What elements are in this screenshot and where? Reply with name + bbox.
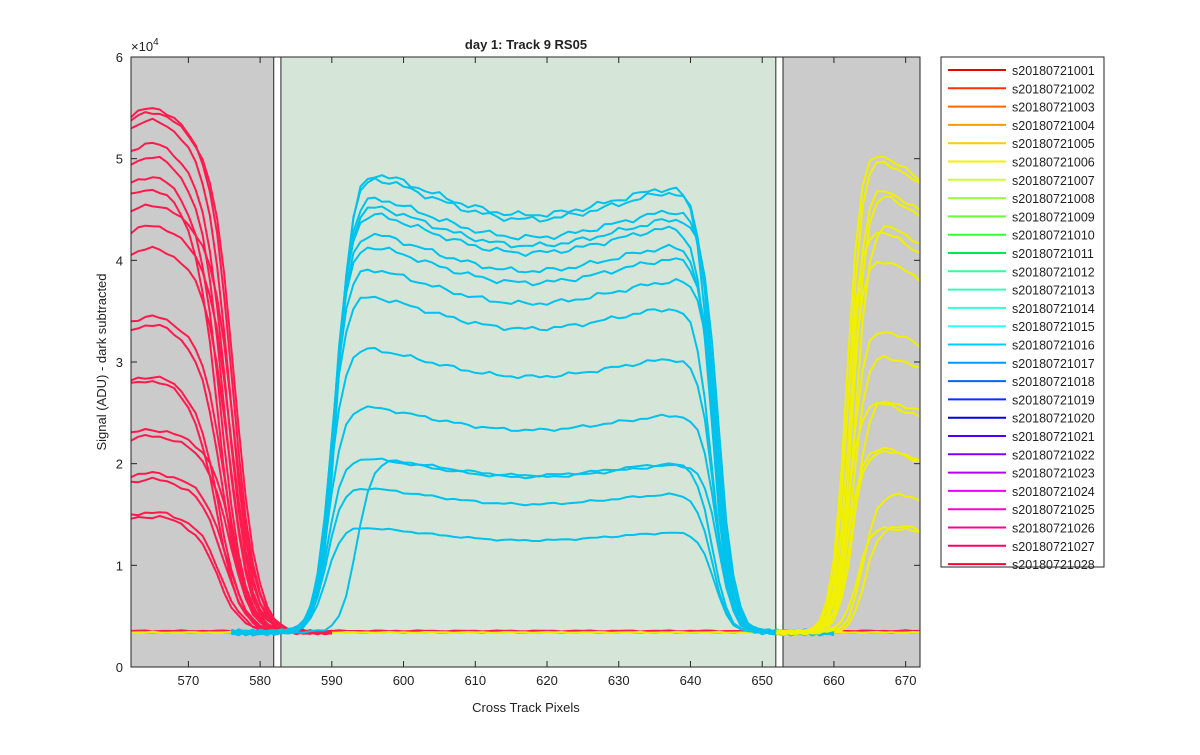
y-tick-label: 5 <box>116 152 123 167</box>
legend-label: s20180721025 <box>1012 503 1095 517</box>
legend-label: s20180721008 <box>1012 192 1095 206</box>
x-tick-label: 580 <box>249 673 271 688</box>
x-tick-label: 650 <box>751 673 773 688</box>
legend-label: s20180721017 <box>1012 357 1095 371</box>
legend-label: s20180721005 <box>1012 137 1095 151</box>
legend: s20180721001 s20180721002 s20180721003 s201… <box>940 56 1105 572</box>
y-tick-label: 0 <box>116 660 123 675</box>
legend-label: s20180721022 <box>1012 448 1095 462</box>
series-lines <box>130 107 921 637</box>
x-tick-label: 620 <box>536 673 558 688</box>
shaded-region-1 <box>280 56 777 668</box>
legend-label: s20180721007 <box>1012 174 1095 188</box>
x-tick-label: 630 <box>608 673 630 688</box>
legend-label: s20180721013 <box>1012 284 1095 298</box>
legend-label: s20180721026 <box>1012 522 1095 536</box>
chart-title: day 1: Track 9 RS05 <box>465 37 587 52</box>
legend-label: s20180721002 <box>1012 82 1095 96</box>
y-tick-label: 4 <box>116 253 123 268</box>
series-line-middle-13 <box>231 527 835 635</box>
x-tick-label: 610 <box>464 673 486 688</box>
y-axis-label: Signal (ADU) - dark subtracted <box>94 273 109 450</box>
legend-label: s20180721028 <box>1012 558 1095 572</box>
legend-label: s20180721004 <box>1012 119 1095 133</box>
legend-label: s20180721009 <box>1012 210 1095 224</box>
series-line-middle-extra <box>231 459 834 635</box>
series-line-right-10 <box>776 401 921 636</box>
y-tick-label: 2 <box>116 457 123 472</box>
x-tick-label: 600 <box>393 673 415 688</box>
legend-label: s20180721018 <box>1012 375 1095 389</box>
legend-label: s20180721015 <box>1012 320 1095 334</box>
legend-label: s20180721006 <box>1012 156 1095 170</box>
y-tick-label: 6 <box>116 50 123 65</box>
legend-label: s20180721019 <box>1012 393 1095 407</box>
y-tick-label: 3 <box>116 355 123 370</box>
legend-box <box>940 56 1105 568</box>
x-axis-ticks: 570 580 590 600 610 620 630 640 650 660 670 <box>178 57 917 688</box>
series-line-middle-11 <box>231 457 834 635</box>
legend-label: s20180721011 <box>1012 247 1094 261</box>
x-tick-label: 660 <box>823 673 845 688</box>
series-line-right-15 <box>776 526 921 636</box>
x-tick-label: 640 <box>680 673 702 688</box>
legend-label: s20180721027 <box>1012 540 1095 554</box>
y-axis-ticks: 0 1 2 3 4 5 6 <box>116 50 920 675</box>
y-exponent-power: 4 <box>153 37 159 48</box>
x-axis-label: Cross Track Pixels <box>472 700 580 715</box>
legend-label: s20180721016 <box>1012 339 1095 353</box>
legend-label: s20180721012 <box>1012 265 1095 279</box>
y-tick-label: 1 <box>116 558 123 573</box>
y-exponent-label: ×104 <box>131 37 159 54</box>
legend-label: s20180721010 <box>1012 229 1095 243</box>
legend-label: s20180721021 <box>1012 430 1095 444</box>
legend-label: s20180721020 <box>1012 412 1095 426</box>
x-tick-label: 670 <box>895 673 917 688</box>
x-tick-label: 590 <box>321 673 343 688</box>
x-tick-label: 570 <box>178 673 200 688</box>
y-exponent-base: ×10 <box>131 39 153 54</box>
legend-label: s20180721024 <box>1012 485 1095 499</box>
legend-label: s20180721003 <box>1012 101 1095 115</box>
legend-label: s20180721001 <box>1012 64 1095 78</box>
legend-label: s20180721023 <box>1012 467 1095 481</box>
legend-label: s20180721014 <box>1012 302 1095 316</box>
